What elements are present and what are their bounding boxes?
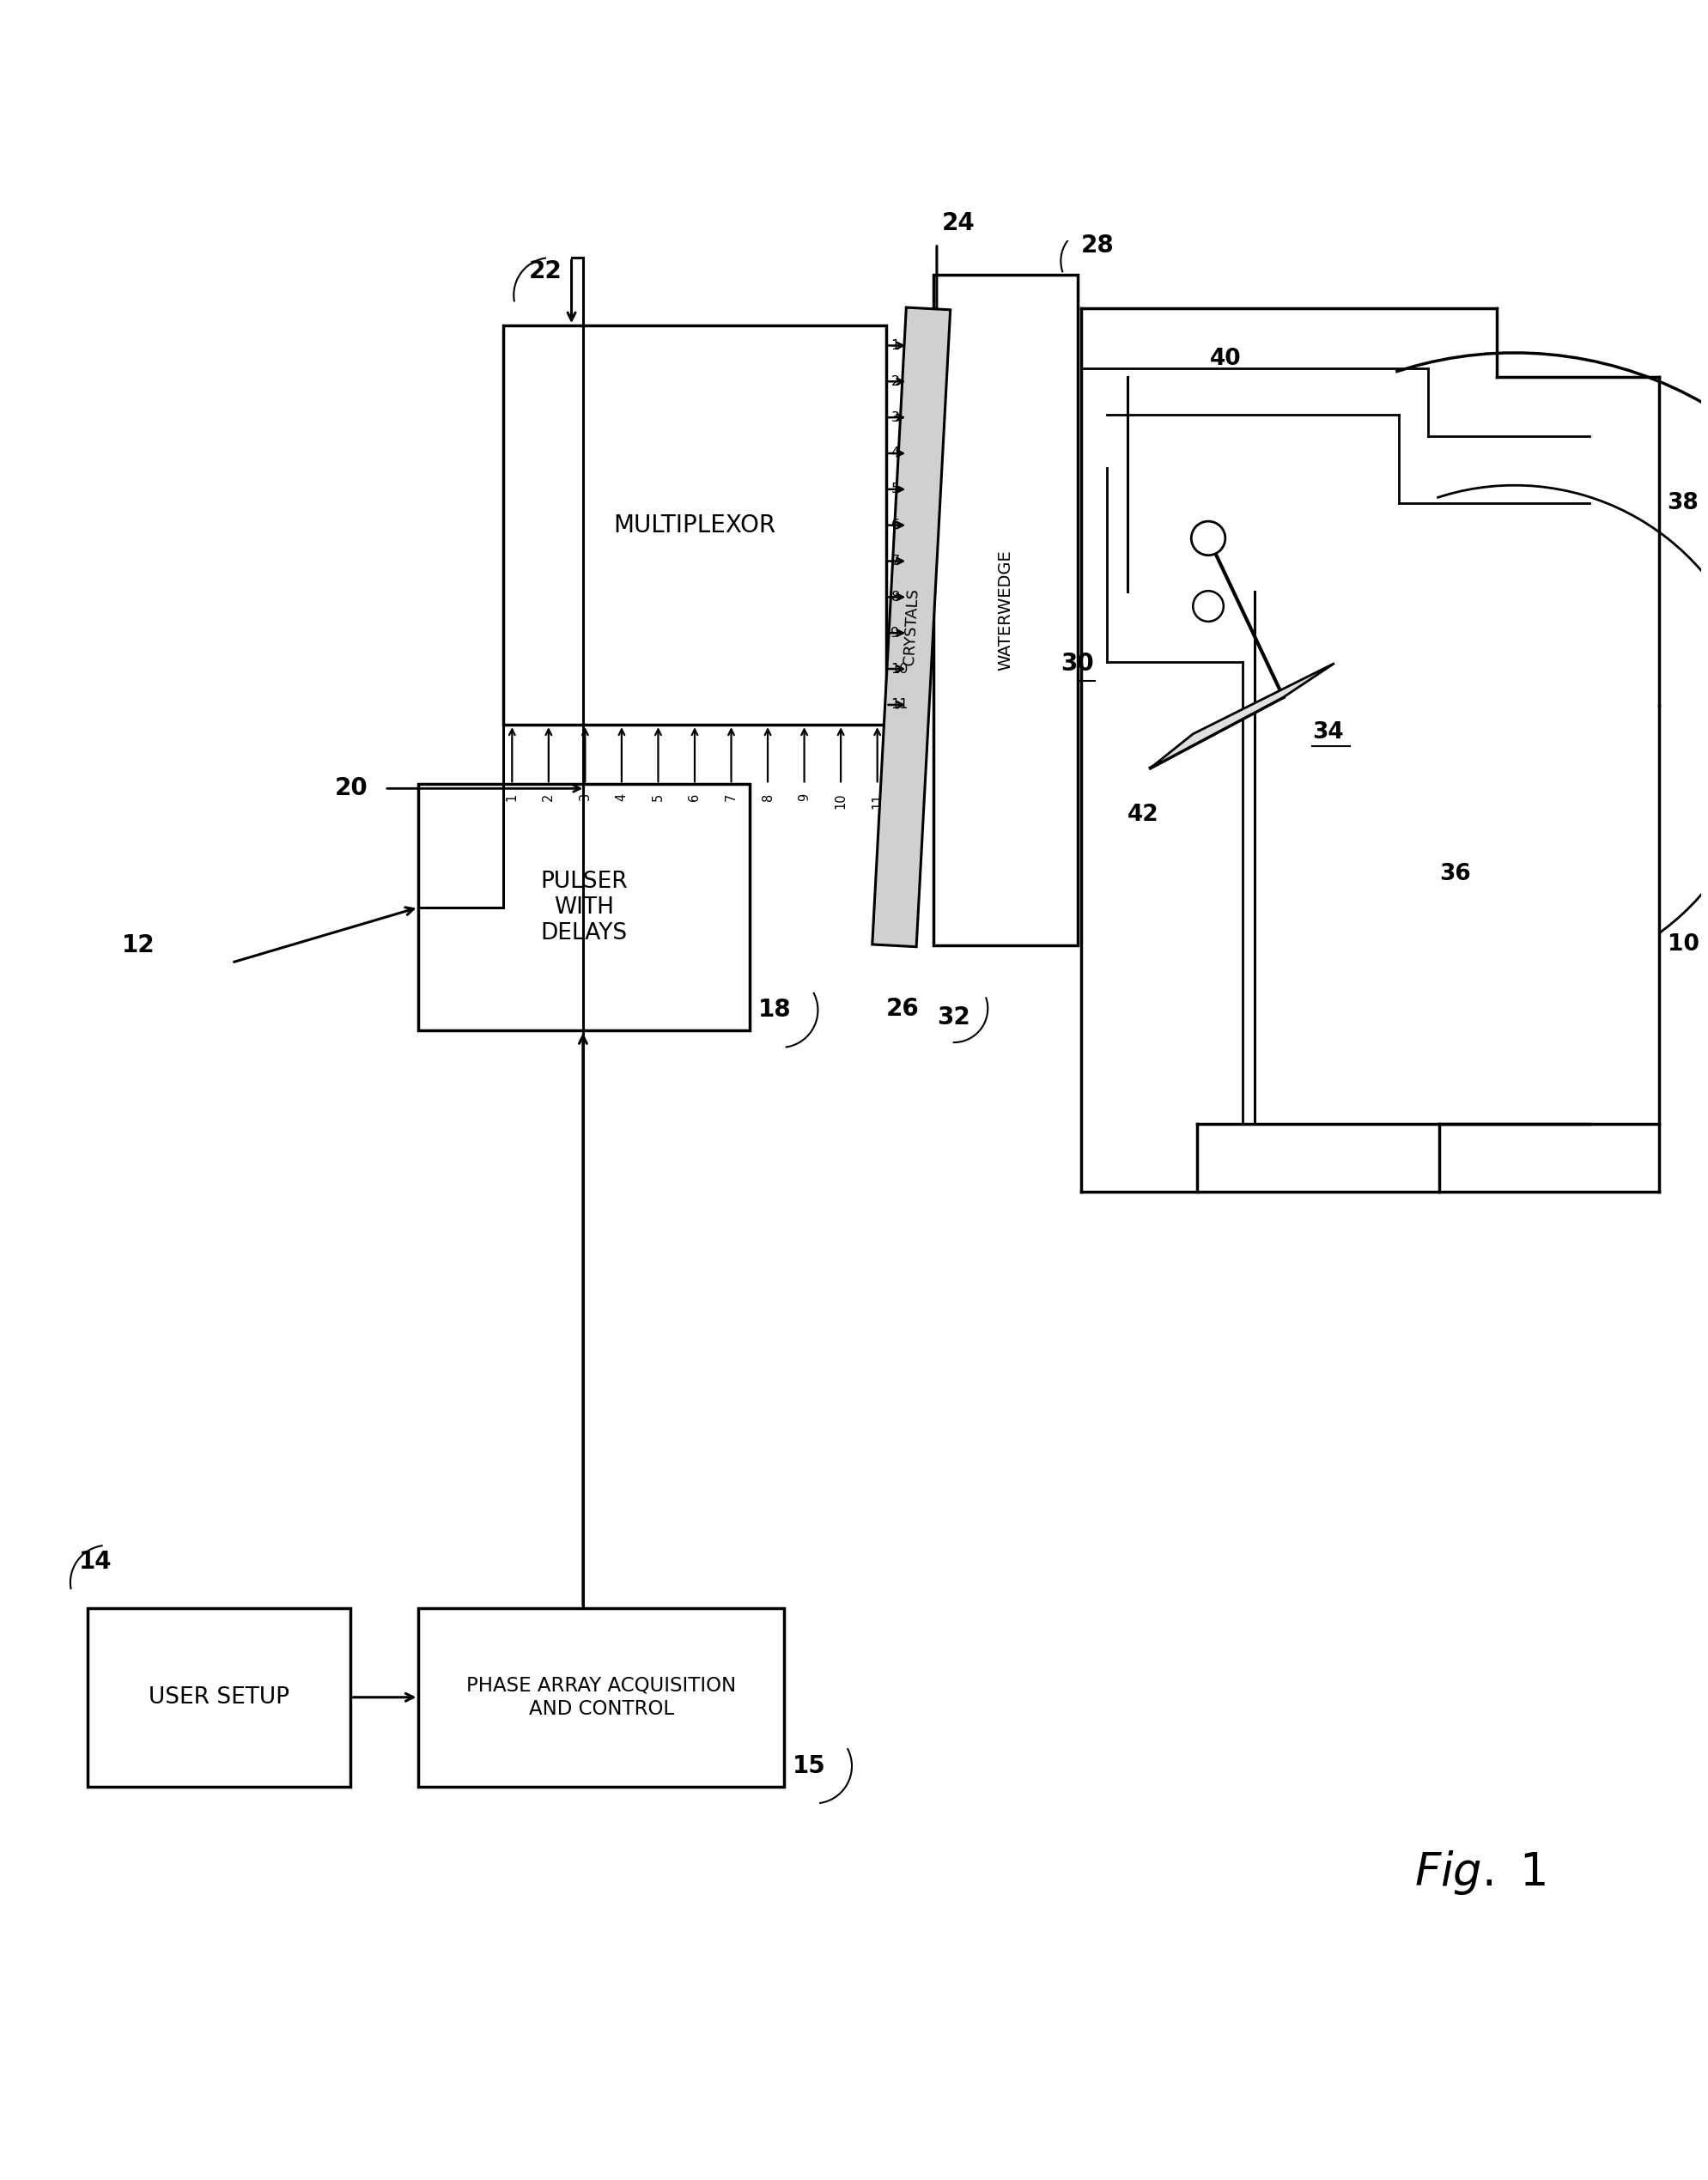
Text: 7: 7 (890, 554, 898, 567)
Text: $\mathit{Fig.\ 1}$: $\mathit{Fig.\ 1}$ (1414, 1849, 1546, 1897)
Text: 24: 24 (941, 211, 975, 235)
Text: 32: 32 (936, 1005, 970, 1029)
Text: 2: 2 (890, 375, 898, 388)
Bar (87, 1609, 350, 1785)
Text: 10: 10 (890, 663, 909, 676)
Text: 10: 10 (834, 794, 847, 809)
Text: WATERWEDGE: WATERWEDGE (997, 549, 1013, 671)
Text: 12: 12 (121, 933, 155, 957)
Text: 15: 15 (793, 1755, 825, 1779)
Text: 4: 4 (615, 794, 629, 800)
Text: 28: 28 (1081, 233, 1114, 257)
Text: 38: 38 (1667, 493, 1698, 514)
Text: 42: 42 (1127, 802, 1158, 826)
Text: 40: 40 (1209, 349, 1240, 371)
Text: 11: 11 (890, 698, 909, 711)
Text: 6: 6 (688, 794, 700, 800)
Text: 3: 3 (579, 794, 591, 800)
Text: 5: 5 (890, 482, 898, 495)
Polygon shape (1149, 663, 1334, 767)
Text: 6: 6 (890, 519, 898, 532)
Text: 3: 3 (890, 412, 898, 423)
Text: 20: 20 (335, 776, 367, 800)
Text: 14: 14 (79, 1550, 113, 1574)
Text: 5: 5 (651, 794, 664, 800)
Text: CRYSTALS: CRYSTALS (902, 589, 921, 667)
Text: PHASE ARRAY ACQUISITION
AND CONTROL: PHASE ARRAY ACQUISITION AND CONTROL (466, 1676, 736, 1718)
Text: 18: 18 (758, 998, 791, 1022)
Text: 4: 4 (890, 447, 898, 460)
Text: 1: 1 (506, 794, 518, 800)
Text: 7: 7 (724, 794, 738, 800)
Text: USER SETUP: USER SETUP (149, 1685, 289, 1709)
Text: 36: 36 (1438, 863, 1471, 885)
Bar (933, 275, 1078, 946)
Text: 26: 26 (886, 996, 919, 1020)
Text: PULSER
WITH
DELAYS: PULSER WITH DELAYS (540, 870, 627, 944)
Text: 34: 34 (1312, 722, 1342, 743)
Text: 10: 10 (1667, 933, 1698, 955)
Bar (418, 785, 750, 1031)
Polygon shape (871, 307, 950, 946)
Circle shape (1192, 591, 1223, 621)
Text: 8: 8 (762, 794, 774, 800)
Bar (504, 325, 885, 724)
Text: MULTIPLEXOR: MULTIPLEXOR (613, 512, 775, 536)
Circle shape (1190, 521, 1225, 556)
Text: 1: 1 (890, 340, 900, 351)
Text: 2: 2 (541, 794, 555, 800)
Text: 11: 11 (871, 794, 883, 809)
Text: 9: 9 (890, 626, 898, 639)
Text: 8: 8 (890, 591, 900, 604)
Text: 9: 9 (798, 794, 810, 800)
Bar (418, 1609, 784, 1785)
Text: 22: 22 (529, 259, 562, 283)
Text: 30: 30 (1061, 652, 1093, 676)
